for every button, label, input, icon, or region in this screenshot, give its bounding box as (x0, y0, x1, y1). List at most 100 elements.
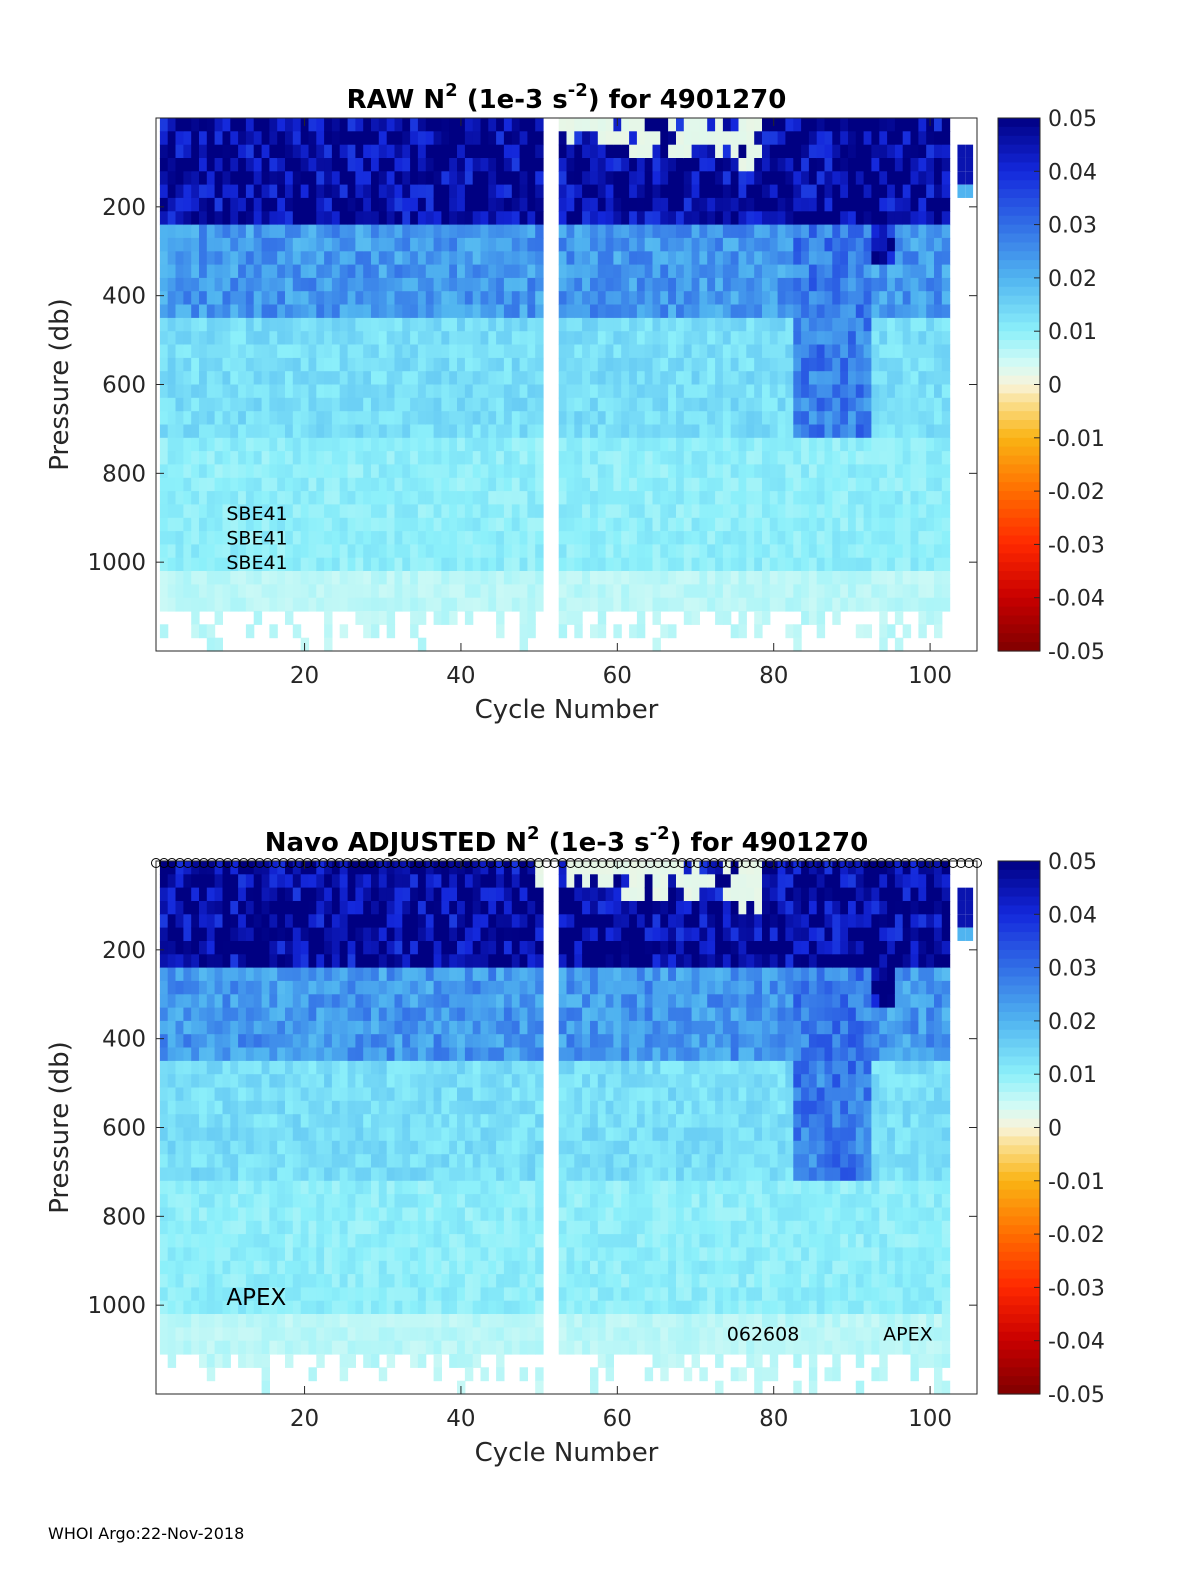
heatmap-cell (558, 224, 568, 239)
heatmap-cell (214, 1327, 223, 1342)
heatmap-cell (527, 144, 536, 159)
heatmap-cell (660, 251, 669, 266)
heatmap-cell (785, 517, 794, 532)
heatmap-cell (480, 531, 489, 545)
heatmap-cell (503, 291, 513, 306)
heatmap-cell (175, 1047, 184, 1062)
heatmap-cell (316, 967, 325, 982)
heatmap-cell (261, 914, 270, 929)
heatmap-cell (503, 224, 513, 239)
heatmap-cell (754, 144, 763, 159)
heatmap-cell (214, 994, 223, 1009)
heatmap-cell (926, 197, 935, 212)
heatmap-cell (277, 1194, 286, 1208)
heatmap-cell (159, 927, 169, 942)
heatmap-cell (277, 1167, 286, 1182)
heatmap-cell (840, 317, 849, 332)
heatmap-cell (590, 144, 599, 159)
heatmap-cell (801, 197, 810, 212)
heatmap-cell (590, 477, 599, 492)
heatmap-cell (636, 224, 646, 239)
heatmap-cell (261, 861, 270, 875)
heatmap-cell (801, 158, 810, 172)
heatmap-cell (199, 597, 208, 612)
heatmap-cell (230, 597, 239, 612)
heatmap-cell (261, 504, 270, 519)
heatmap-cell (722, 477, 732, 492)
heatmap-cell (230, 411, 239, 426)
heatmap-cell (253, 544, 263, 559)
heatmap-cell (902, 291, 912, 306)
heatmap-cell (206, 251, 216, 266)
heatmap-cell (324, 197, 333, 212)
heatmap-cell (261, 544, 270, 559)
heatmap-cell (308, 1340, 317, 1355)
heatmap-cell (683, 237, 693, 252)
heatmap-cell (410, 597, 419, 612)
heatmap-cell (738, 571, 747, 585)
heatmap-cell (308, 491, 317, 505)
heatmap-cell (417, 251, 427, 266)
heatmap-cell (245, 980, 255, 995)
heatmap-cell (183, 1247, 192, 1262)
heatmap-cell (261, 118, 270, 132)
heatmap-cell (441, 491, 450, 505)
heatmap-cell (457, 464, 466, 479)
heatmap-cell (206, 1180, 216, 1195)
colorbar-tick-label: -0.05 (1048, 640, 1105, 665)
heatmap-cell (535, 544, 544, 559)
heatmap-cell (683, 264, 693, 279)
heatmap-cell (159, 531, 169, 545)
colorbar-segment (998, 224, 1040, 235)
heatmap-cell (527, 371, 536, 386)
heatmap-cell (206, 1340, 216, 1355)
heatmap-cell (636, 211, 646, 226)
heatmap-cell (245, 624, 255, 639)
heatmap-cell (832, 118, 841, 132)
heatmap-cell (253, 424, 263, 439)
heatmap-cell (324, 184, 333, 199)
heatmap-cell (214, 1274, 223, 1288)
heatmap-cell (558, 624, 568, 639)
heatmap-cell (918, 451, 927, 465)
heatmap-cell (230, 1340, 239, 1355)
heatmap-cell (840, 557, 849, 572)
heatmap-cell (386, 158, 396, 172)
heatmap-cell (417, 611, 427, 625)
heatmap-cell (902, 517, 912, 532)
heatmap-cell (824, 171, 833, 186)
heatmap-cell (840, 197, 849, 212)
heatmap-cell (230, 504, 239, 519)
heatmap-cell (191, 1340, 200, 1355)
heatmap-cell (855, 331, 865, 346)
heatmap-cell (206, 1100, 216, 1115)
heatmap-cell (316, 1007, 325, 1022)
heatmap-cell (159, 491, 169, 505)
heatmap-cell (503, 171, 513, 186)
heatmap-cell (199, 344, 208, 359)
heatmap-cell (464, 557, 474, 572)
heatmap-cell (292, 597, 302, 612)
heatmap-cell (167, 224, 177, 239)
heatmap-cell (206, 304, 216, 319)
heatmap-cell (199, 1114, 208, 1129)
heatmap-cell (629, 277, 638, 292)
heatmap-cell (371, 624, 380, 639)
heatmap-cell (159, 171, 169, 186)
heatmap-cell (222, 557, 231, 572)
heatmap-cell (175, 1127, 184, 1142)
heatmap-cell (167, 504, 177, 519)
heatmap-cell (199, 411, 208, 426)
heatmap-cell (230, 544, 239, 559)
heatmap-cell (887, 237, 896, 252)
heatmap-cell (347, 941, 356, 955)
heatmap-cell (347, 397, 356, 412)
heatmap-cell (902, 504, 912, 519)
colorbar-segment (998, 508, 1040, 519)
heatmap-cell (840, 397, 849, 412)
heatmap-cell (676, 277, 685, 292)
heatmap-cell (285, 544, 294, 559)
heatmap-cell (441, 291, 450, 306)
heatmap-cell (363, 451, 372, 465)
heatmap-cell (879, 118, 888, 132)
